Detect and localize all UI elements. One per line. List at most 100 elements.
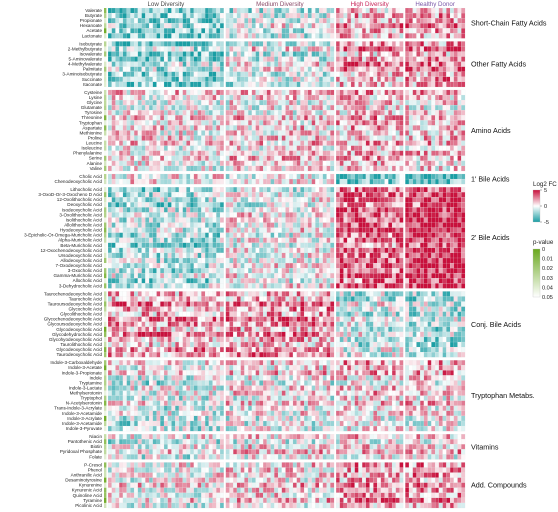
heatmap-cell	[416, 197, 421, 203]
heatmap-cell	[251, 150, 256, 156]
heatmap-cell	[362, 212, 367, 218]
heatmap-cell	[263, 46, 267, 52]
heatmap-cell	[377, 89, 381, 96]
heatmap-cell	[167, 237, 172, 243]
heatmap-cell	[233, 61, 238, 67]
heatmap-cell	[229, 66, 234, 72]
heatmap-cell	[193, 51, 198, 57]
heatmap-cell	[431, 187, 436, 193]
heatmap-cell	[408, 207, 413, 213]
heatmap-cell	[335, 160, 340, 167]
heatmap-cell	[225, 125, 230, 131]
heatmap-cell	[296, 135, 301, 141]
heatmap-cell	[343, 125, 348, 131]
heatmap-cell	[255, 202, 260, 208]
heatmap-cell	[412, 178, 417, 185]
heatmap-cell	[270, 173, 275, 180]
heatmap-cell	[330, 23, 335, 29]
heatmap-cell	[446, 178, 451, 185]
heatmap-cell	[289, 18, 294, 24]
heatmap-cell	[461, 237, 466, 243]
heatmap-cell	[457, 81, 462, 88]
heatmap-cell	[442, 71, 447, 77]
heatmap-cell	[391, 7, 396, 14]
heatmap-cell	[156, 61, 161, 67]
heatmap-cell	[405, 18, 410, 24]
heatmap-cell	[175, 192, 180, 198]
heatmap-cell	[384, 237, 389, 243]
heatmap-cell	[442, 12, 447, 19]
heatmap-cell	[255, 100, 260, 106]
heatmap-cell	[377, 115, 381, 121]
heatmap-cell	[190, 217, 195, 223]
heatmap-cell	[289, 7, 294, 14]
heatmap-cell	[137, 252, 142, 259]
heatmap-cell	[248, 283, 253, 289]
heatmap-cell	[354, 105, 359, 111]
heatmap-cell	[126, 212, 131, 218]
heatmap-cell	[270, 145, 275, 151]
heatmap-cell	[315, 247, 320, 254]
heatmap-cell	[167, 207, 172, 213]
heatmap-cell	[134, 12, 138, 19]
heatmap-cell	[315, 237, 320, 243]
heatmap-cell	[315, 165, 320, 172]
heatmap-cell	[354, 7, 359, 14]
heatmap-cell	[270, 100, 275, 106]
heatmap-cell	[205, 130, 209, 136]
heatmap-cell	[156, 100, 161, 106]
heatmap-cell	[408, 56, 413, 62]
heatmap-cell	[111, 33, 116, 39]
heatmap-cell	[126, 192, 131, 198]
heatmap-cell	[399, 120, 404, 126]
heatmap-cell	[186, 145, 191, 151]
heatmap-cell	[369, 150, 374, 156]
heatmap-cell	[315, 187, 320, 193]
heatmap-cell	[315, 120, 320, 126]
heatmap-cell	[219, 125, 224, 131]
heatmap-cell	[122, 252, 127, 259]
heatmap-cell	[197, 125, 202, 131]
heatmap-cell	[107, 160, 112, 167]
heatmap-cell	[148, 192, 153, 198]
heatmap-cell	[137, 18, 142, 24]
heatmap-cell	[307, 262, 312, 269]
heatmap-cell	[190, 247, 195, 254]
heatmap-cell	[300, 192, 305, 198]
heatmap-cell	[384, 23, 389, 29]
heatmap-cell	[420, 242, 425, 248]
heatmap-cell	[167, 12, 172, 19]
heatmap-cell	[216, 232, 221, 238]
heatmap-cell	[208, 232, 213, 238]
heatmap-cell	[435, 135, 439, 141]
heatmap-cell	[416, 23, 421, 29]
heatmap-cell	[251, 173, 256, 180]
heatmap-cell	[186, 100, 191, 106]
heatmap-cell	[130, 291, 135, 297]
heatmap-cell	[300, 120, 305, 126]
heatmap-cell	[130, 23, 135, 29]
heatmap-cell	[163, 212, 168, 218]
heatmap-cell	[330, 94, 335, 101]
heatmap-cell	[229, 105, 234, 111]
heatmap-cell	[330, 278, 335, 284]
heatmap-cell	[391, 140, 396, 146]
heatmap-cell	[277, 155, 282, 161]
heatmap-cell	[408, 278, 413, 284]
heatmap-cell	[453, 140, 458, 146]
heatmap-cell	[412, 110, 417, 116]
heatmap-cell	[186, 197, 191, 203]
heatmap-cell	[115, 23, 120, 29]
heatmap-cell	[416, 217, 421, 223]
heatmap-cell	[270, 23, 275, 29]
heatmap-cell	[193, 150, 198, 156]
heatmap-cell	[175, 247, 180, 254]
heatmap-cell	[431, 76, 436, 83]
heatmap-cell	[248, 173, 253, 180]
heatmap-cell	[326, 247, 331, 254]
heatmap-cell	[384, 41, 389, 47]
heatmap-cell	[148, 247, 153, 254]
heatmap-cell	[335, 46, 340, 52]
heatmap-cell	[126, 135, 131, 141]
heatmap-cell	[435, 89, 439, 96]
